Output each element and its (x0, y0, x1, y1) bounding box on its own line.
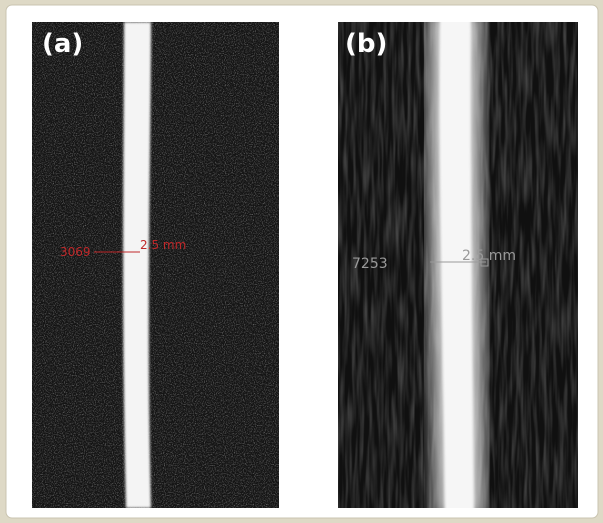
measure-id: 3069 (60, 245, 91, 259)
bright-line (439, 10, 474, 520)
measure-length: 2.5 mm (462, 248, 516, 264)
panel-label: (b) (345, 29, 387, 59)
measure-id: 7253 (352, 256, 388, 272)
measure-length: 2.5 mm (140, 238, 186, 252)
image-a (32, 22, 279, 508)
figure: (a) (b) 3069 2.5 mm 7253 2.5 mm (0, 0, 603, 523)
bright-line (123, 22, 151, 508)
panel-label: (a) (42, 29, 83, 59)
